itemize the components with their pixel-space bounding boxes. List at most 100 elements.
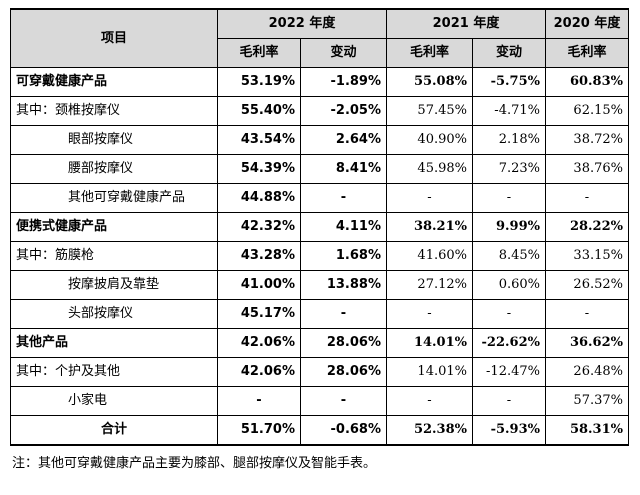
table-row: 腰部按摩仪 54.39% 8.41% 45.98% 7.23% 38.76% [10, 154, 629, 184]
cell-margin-2021: 40.90% [386, 125, 473, 155]
cell-change-2022: 8.41% [300, 154, 387, 184]
cell-margin-2021: 14.01% [386, 357, 473, 387]
cell-margin-2022: 53.19% [217, 67, 301, 97]
cell-margin-2020: - [545, 299, 629, 329]
header-year-2022: 2022 年度 [217, 8, 387, 39]
cell-margin-2021: 55.08% [386, 67, 473, 97]
row-label: 其他可穿戴健康产品 [10, 183, 218, 213]
header-margin-2022: 毛利率 [217, 38, 301, 68]
cell-change-2022: - [300, 386, 387, 416]
cell-margin-2022: 41.00% [217, 270, 301, 300]
header-row-years: 项目 2022 年度 2021 年度 2020 年度 [10, 8, 629, 68]
cell-margin-2022: 42.06% [217, 357, 301, 387]
cell-margin-2021: 14.01% [386, 328, 473, 358]
cell-margin-2020: 62.15% [545, 96, 629, 126]
header-change-2022: 变动 [300, 38, 387, 68]
cell-margin-2021: 45.98% [386, 154, 473, 184]
cell-margin-2020: 57.37% [545, 386, 629, 416]
cell-change-2021: 2.18% [472, 125, 546, 155]
cell-change-2021: -12.47% [472, 357, 546, 387]
row-label: 其中：颈椎按摩仪 [10, 96, 218, 126]
gross-margin-table: 项目 2022 年度 2021 年度 2020 年度 毛利率 变动 毛利率 变动… [10, 8, 629, 446]
cell-change-2021: -22.62% [472, 328, 546, 358]
cell-change-2022: -1.89% [300, 67, 387, 97]
row-label: 小家电 [10, 386, 218, 416]
header-margin-2021: 毛利率 [386, 38, 473, 68]
cell-change-2022: - [300, 299, 387, 329]
table-row: 按摩披肩及靠垫 41.00% 13.88% 27.12% 0.60% 26.52… [10, 270, 629, 300]
cell-margin-2020: 58.31% [545, 415, 629, 446]
cell-change-2022: 1.68% [300, 241, 387, 271]
row-label: 头部按摩仪 [10, 299, 218, 329]
cell-change-2021: 7.23% [472, 154, 546, 184]
cell-margin-2022: 54.39% [217, 154, 301, 184]
row-label: 眼部按摩仪 [10, 125, 218, 155]
cell-margin-2020: - [545, 183, 629, 213]
header-year-2021: 2021 年度 [386, 8, 546, 39]
cell-margin-2022: 42.06% [217, 328, 301, 358]
cell-change-2022: -0.68% [300, 415, 387, 446]
header-change-2021: 变动 [472, 38, 546, 68]
header-row-metrics: 毛利率 变动 毛利率 变动 毛利率 [11, 38, 629, 68]
cell-change-2021: -4.71% [472, 96, 546, 126]
cell-change-2021: 9.99% [472, 212, 546, 242]
table-note: 注：其他可穿戴健康产品主要为膝部、腿部按摩仪及智能手表。 [12, 456, 377, 471]
cell-margin-2021: - [386, 386, 473, 416]
cell-change-2021: 8.45% [472, 241, 546, 271]
cell-margin-2021: 41.60% [386, 241, 473, 271]
table-row: 其中：颈椎按摩仪 55.40% -2.05% 57.45% -4.71% 62.… [10, 96, 629, 126]
cell-margin-2021: 38.21% [386, 212, 473, 242]
cell-change-2022: 2.64% [300, 125, 387, 155]
table-row-total: 合计 51.70% -0.68% 52.38% -5.93% 58.31% [10, 415, 629, 446]
cell-change-2022: 4.11% [300, 212, 387, 242]
cell-margin-2022: 44.88% [217, 183, 301, 213]
cell-margin-2020: 26.52% [545, 270, 629, 300]
cell-change-2022: -2.05% [300, 96, 387, 126]
table-row: 小家电 - - - - 57.37% [10, 386, 629, 416]
row-label: 其中：筋膜枪 [10, 241, 218, 271]
cell-change-2021: - [472, 183, 546, 213]
cell-margin-2020: 33.15% [545, 241, 629, 271]
cell-change-2021: -5.93% [472, 415, 546, 446]
header-year-2020: 2020 年度 [545, 8, 629, 39]
cell-margin-2022: - [217, 386, 301, 416]
cell-change-2022: 13.88% [300, 270, 387, 300]
row-label: 便携式健康产品 [10, 212, 218, 242]
table-row: 眼部按摩仪 43.54% 2.64% 40.90% 2.18% 38.72% [10, 125, 629, 155]
cell-margin-2022: 43.28% [217, 241, 301, 271]
header-item: 项目 [10, 8, 218, 68]
cell-change-2021: - [472, 386, 546, 416]
cell-change-2022: - [300, 183, 387, 213]
cell-margin-2022: 51.70% [217, 415, 301, 446]
cell-change-2021: 0.60% [472, 270, 546, 300]
cell-margin-2021: - [386, 183, 473, 213]
table-row: 其他可穿戴健康产品 44.88% - - - - [10, 183, 629, 213]
cell-margin-2022: 42.32% [217, 212, 301, 242]
cell-margin-2021: - [386, 299, 473, 329]
header-margin-2020: 毛利率 [545, 38, 629, 68]
table-row: 便携式健康产品 42.32% 4.11% 38.21% 9.99% 28.22% [10, 212, 629, 242]
row-label: 腰部按摩仪 [10, 154, 218, 184]
cell-margin-2020: 26.48% [545, 357, 629, 387]
cell-margin-2022: 43.54% [217, 125, 301, 155]
table-row: 可穿戴健康产品 53.19% -1.89% 55.08% -5.75% 60.8… [10, 67, 629, 97]
cell-margin-2022: 55.40% [217, 96, 301, 126]
cell-change-2021: -5.75% [472, 67, 546, 97]
cell-margin-2020: 38.72% [545, 125, 629, 155]
row-label: 可穿戴健康产品 [10, 67, 218, 97]
cell-margin-2021: 52.38% [386, 415, 473, 446]
cell-margin-2022: 45.17% [217, 299, 301, 329]
table-row: 其中：筋膜枪 43.28% 1.68% 41.60% 8.45% 33.15% [10, 241, 629, 271]
cell-margin-2020: 38.76% [545, 154, 629, 184]
cell-margin-2021: 27.12% [386, 270, 473, 300]
table-row: 头部按摩仪 45.17% - - - - [10, 299, 629, 329]
cell-change-2022: 28.06% [300, 328, 387, 358]
row-label: 按摩披肩及靠垫 [10, 270, 218, 300]
cell-change-2021: - [472, 299, 546, 329]
table-row: 其他产品 42.06% 28.06% 14.01% -22.62% 36.62% [10, 328, 629, 358]
cell-margin-2021: 57.45% [386, 96, 473, 126]
row-label: 合计 [10, 415, 218, 446]
margin-table-container: 项目 2022 年度 2021 年度 2020 年度 毛利率 变动 毛利率 变动… [10, 8, 629, 471]
table-row: 其中：个护及其他 42.06% 28.06% 14.01% -12.47% 26… [10, 357, 629, 387]
row-label: 其中：个护及其他 [10, 357, 218, 387]
